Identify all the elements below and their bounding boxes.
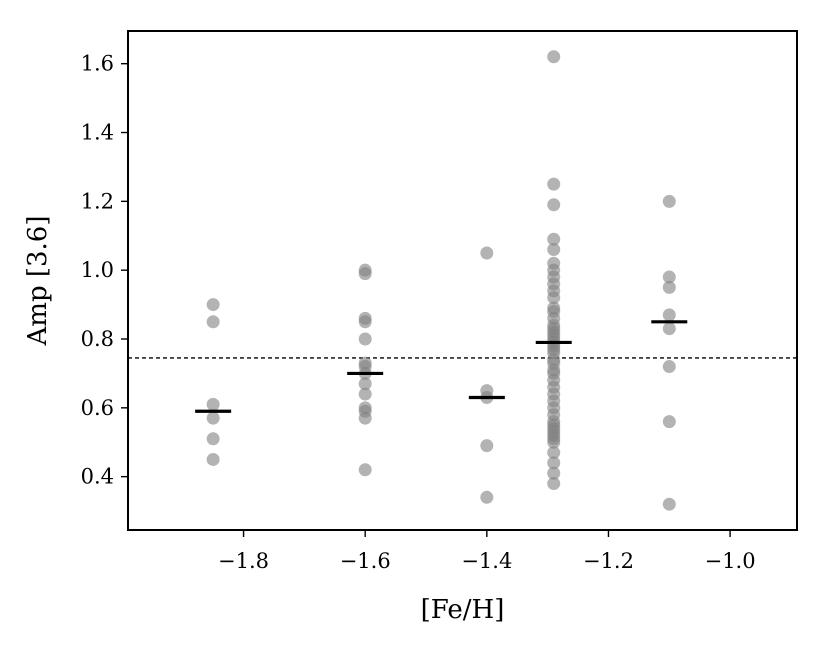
data-point [547, 177, 561, 191]
y-tick-label: 1.4 [81, 121, 114, 145]
data-point [662, 280, 676, 294]
y-tick-label: 0.4 [81, 465, 114, 489]
data-point [547, 435, 561, 449]
y-axis-label: Amp [3.6] [23, 216, 53, 347]
data-point [547, 446, 561, 460]
y-tick-label: 0.6 [81, 396, 114, 420]
data-point [206, 397, 220, 411]
data-point [662, 308, 676, 322]
data-point [547, 456, 561, 470]
data-point [547, 477, 561, 491]
x-tick-label: −1.8 [218, 549, 269, 573]
points-layer [206, 50, 676, 511]
data-point [480, 490, 494, 504]
data-point [206, 432, 220, 446]
y-tick-label: 1.6 [81, 52, 114, 76]
data-point [547, 198, 561, 212]
x-tick-label: −1.2 [583, 549, 634, 573]
data-point [480, 439, 494, 453]
data-point [547, 466, 561, 480]
data-point [358, 411, 372, 425]
data-point [662, 270, 676, 284]
data-point [358, 315, 372, 329]
data-point [662, 415, 676, 429]
data-point [547, 243, 561, 257]
x-axis-label: [Fe/H] [421, 595, 505, 625]
x-tick-label: −1.6 [340, 549, 391, 573]
x-tick-label: −1.4 [461, 549, 512, 573]
median-layer [195, 320, 688, 413]
data-point [358, 267, 372, 281]
data-point [206, 452, 220, 466]
data-point [358, 332, 372, 346]
y-tick-label: 1.0 [81, 258, 114, 282]
data-point [358, 387, 372, 401]
data-point [662, 360, 676, 374]
data-point [662, 497, 676, 511]
data-point [206, 298, 220, 312]
data-point [206, 411, 220, 425]
y-tick-label: 0.8 [81, 327, 114, 351]
data-point [358, 377, 372, 391]
data-point [662, 194, 676, 208]
data-point [547, 232, 561, 246]
data-point [480, 246, 494, 260]
data-point [358, 463, 372, 477]
y-axis-ticks: 0.4 0.6 0.8 1.0 1.2 1.4 1.6 [81, 52, 128, 489]
x-tick-label: −1.0 [705, 549, 756, 573]
plot-area-frame [127, 30, 798, 531]
x-axis-ticks: −1.8 −1.6 −1.4 −1.2 −1.0 [218, 530, 756, 573]
y-tick-label: 1.2 [81, 189, 114, 213]
data-point [206, 315, 220, 329]
data-point [662, 322, 676, 336]
data-point [547, 291, 561, 305]
data-point [547, 50, 561, 64]
